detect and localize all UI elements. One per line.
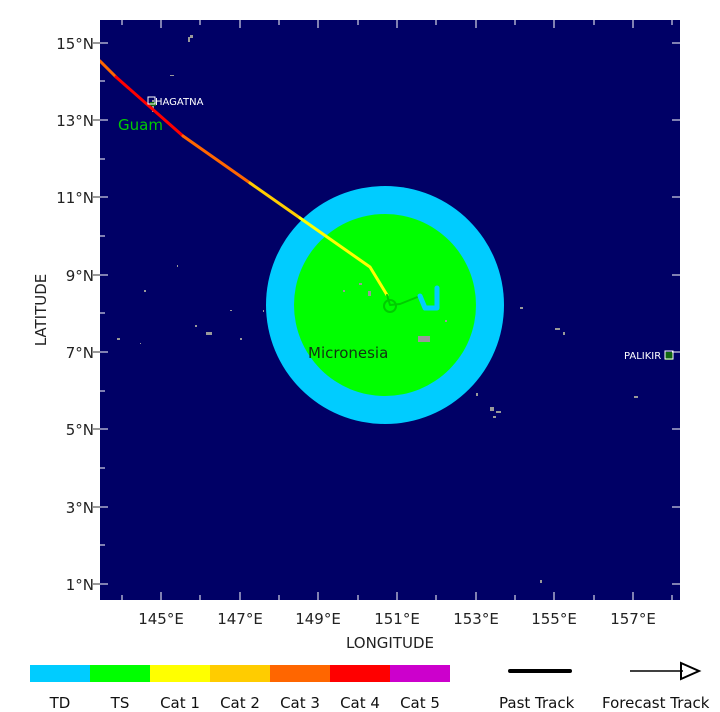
past-track-line-icon (508, 669, 572, 673)
islands (117, 35, 673, 583)
x-tick: 149°E (295, 610, 341, 628)
legend-swatch-ts (90, 665, 150, 682)
forecast-track-arrow-icon (630, 661, 702, 681)
forecast-track-label: Forecast Track (602, 694, 710, 712)
storm-track-map: HAGATNA Guam Micronesia PALIKIR (32, 20, 680, 650)
y-tick: 3°N (66, 499, 94, 517)
y-tick: 13°N (56, 112, 94, 130)
legend-swatch-cat5 (390, 665, 450, 682)
legend-label-td: TD (49, 694, 71, 712)
micronesia-label: Micronesia (308, 344, 388, 362)
palikir-marker (664, 350, 674, 360)
legend-label-cat4: Cat 4 (340, 694, 380, 712)
palikir-label: PALIKIR (624, 351, 661, 362)
x-axis-label: LONGITUDE (346, 634, 434, 650)
legend-swatch-cat4 (330, 665, 390, 682)
past-track-label: Past Track (499, 694, 575, 712)
x-tick: 151°E (374, 610, 420, 628)
x-tick: 157°E (610, 610, 656, 628)
y-tick: 9°N (66, 267, 94, 285)
legend-swatch-cat1 (150, 665, 210, 682)
legend-label-cat5: Cat 5 (400, 694, 440, 712)
y-tick: 1°N (66, 576, 94, 594)
legend: TD TS Cat 1 Cat 2 Cat 3 Cat 4 Cat 5 Past… (0, 650, 720, 712)
x-tick: 155°E (531, 610, 577, 628)
x-tick: 145°E (138, 610, 184, 628)
legend-label-cat2: Cat 2 (220, 694, 260, 712)
legend-label-ts: TS (110, 694, 130, 712)
left-outer-ticks (93, 42, 100, 585)
x-tick: 147°E (217, 610, 263, 628)
x-tick-labels: 145°E 147°E 149°E 151°E 153°E 155°E 157°… (138, 610, 656, 628)
guam-label: Guam (118, 116, 163, 134)
legend-label-cat3: Cat 3 (280, 694, 320, 712)
axis-ticks (100, 20, 680, 600)
y-tick: 11°N (56, 189, 94, 207)
y-tick-labels: 15°N 13°N 11°N 9°N 7°N 5°N 3°N 1°N (56, 35, 94, 594)
legend-swatch-cat3 (270, 665, 330, 682)
hagatna-label: HAGATNA (155, 97, 204, 108)
x-tick: 153°E (453, 610, 499, 628)
storm-track (100, 59, 440, 313)
legend-swatch-td (30, 665, 90, 682)
y-tick: 7°N (66, 344, 94, 362)
y-tick: 15°N (56, 35, 94, 53)
legend-label-cat1: Cat 1 (160, 694, 200, 712)
y-tick: 5°N (66, 421, 94, 439)
hagatna-marker (147, 96, 156, 105)
legend-swatch-cat2 (210, 665, 270, 682)
y-axis-label: LATITUDE (32, 274, 50, 347)
